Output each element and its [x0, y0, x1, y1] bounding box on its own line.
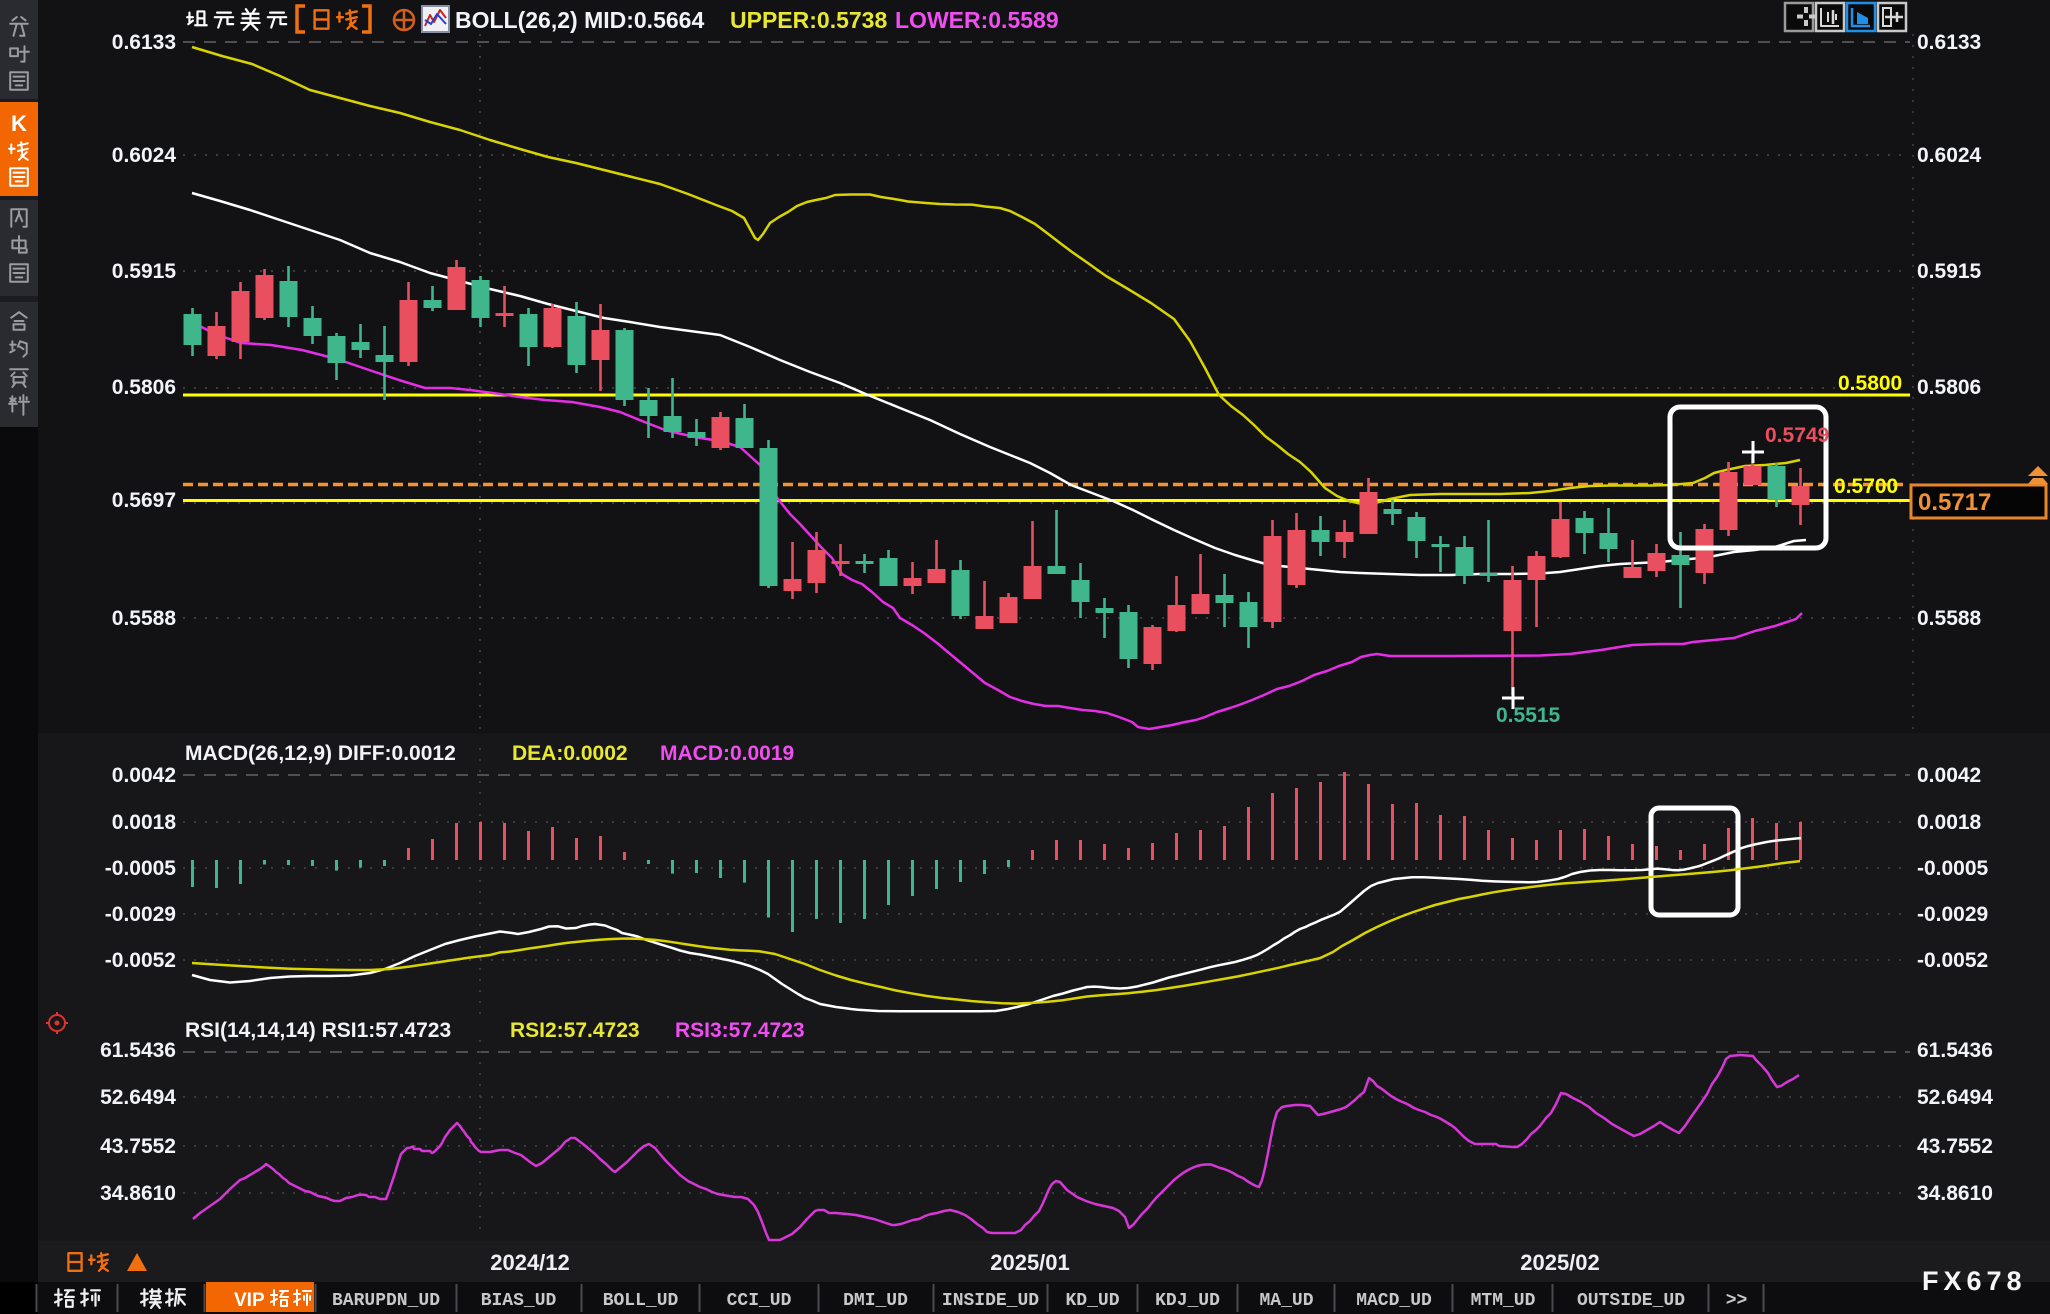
- svg-text:0.6133: 0.6133: [112, 31, 176, 54]
- svg-text:0.5806: 0.5806: [112, 376, 176, 399]
- svg-text:INSIDE_UD: INSIDE_UD: [942, 1291, 1039, 1311]
- svg-text:2025/01: 2025/01: [990, 1250, 1070, 1275]
- svg-text:0.5588: 0.5588: [112, 607, 177, 630]
- svg-text:RSI(14,14,14) RSI1:57.4723: RSI(14,14,14) RSI1:57.4723: [185, 1019, 451, 1042]
- svg-text:KD_UD: KD_UD: [1065, 1291, 1119, 1311]
- svg-text:-0.0052: -0.0052: [105, 949, 176, 972]
- svg-text:MTM_UD: MTM_UD: [1471, 1291, 1536, 1311]
- svg-text:0.5717: 0.5717: [1918, 489, 1991, 516]
- svg-text:BARUPDN_UD: BARUPDN_UD: [332, 1291, 440, 1311]
- svg-text:VIP: VIP: [234, 1290, 265, 1311]
- svg-text:KDJ_UD: KDJ_UD: [1155, 1291, 1220, 1311]
- svg-text:0.5697: 0.5697: [112, 489, 176, 512]
- svg-text:0.5800: 0.5800: [1838, 372, 1902, 395]
- svg-text:RSI3:57.4723: RSI3:57.4723: [675, 1019, 805, 1042]
- svg-text:0.5700: 0.5700: [1834, 475, 1898, 498]
- svg-text:DMI_UD: DMI_UD: [843, 1291, 908, 1311]
- svg-text:52.6494: 52.6494: [100, 1086, 176, 1109]
- svg-text:LOWER:0.5589: LOWER:0.5589: [895, 7, 1059, 33]
- svg-text:-0.0005: -0.0005: [1917, 857, 1989, 880]
- svg-text:UPPER:0.5738: UPPER:0.5738: [730, 7, 887, 33]
- svg-text:-0.0052: -0.0052: [1917, 949, 1988, 972]
- svg-text:0.5915: 0.5915: [112, 260, 177, 283]
- svg-text:-0.0029: -0.0029: [1917, 903, 1988, 926]
- svg-text:43.7552: 43.7552: [1917, 1135, 1993, 1158]
- svg-text:MACD_UD: MACD_UD: [1356, 1291, 1432, 1311]
- svg-text:0.0018: 0.0018: [1917, 811, 1982, 834]
- svg-text:MA_UD: MA_UD: [1259, 1291, 1313, 1311]
- svg-text:FX678: FX678: [1922, 1266, 2027, 1296]
- svg-text:>>: >>: [1726, 1291, 1748, 1311]
- svg-text:CCI_UD: CCI_UD: [727, 1291, 792, 1311]
- svg-text:0.6024: 0.6024: [1917, 144, 1982, 167]
- svg-text:2025/02: 2025/02: [1520, 1250, 1600, 1275]
- svg-text:MACD(26,12,9) DIFF:0.0012: MACD(26,12,9) DIFF:0.0012: [185, 742, 456, 765]
- svg-text:61.5436: 61.5436: [100, 1039, 176, 1062]
- svg-text:DEA:0.0002: DEA:0.0002: [512, 742, 628, 765]
- svg-text:34.8610: 34.8610: [1917, 1182, 1993, 1205]
- svg-text:61.5436: 61.5436: [1917, 1039, 1993, 1062]
- svg-text:OUTSIDE_UD: OUTSIDE_UD: [1577, 1291, 1685, 1311]
- svg-text:52.6494: 52.6494: [1917, 1086, 1993, 1109]
- svg-text:0.0042: 0.0042: [1917, 764, 1981, 787]
- svg-text:BIAS_UD: BIAS_UD: [481, 1291, 557, 1311]
- svg-text:0.5749: 0.5749: [1765, 424, 1829, 447]
- svg-text:-0.0029: -0.0029: [105, 903, 176, 926]
- svg-text:34.8610: 34.8610: [100, 1182, 176, 1205]
- svg-text:0.6024: 0.6024: [112, 144, 177, 167]
- svg-text:-0.0005: -0.0005: [105, 857, 177, 880]
- svg-text:2024/12: 2024/12: [490, 1250, 570, 1275]
- svg-text:0.0042: 0.0042: [112, 764, 176, 787]
- svg-text:RSI2:57.4723: RSI2:57.4723: [510, 1019, 640, 1042]
- svg-text:43.7552: 43.7552: [100, 1135, 176, 1158]
- svg-text:MACD:0.0019: MACD:0.0019: [660, 742, 794, 765]
- svg-text:0.5806: 0.5806: [1917, 376, 1981, 399]
- svg-text:BOLL(26,2) MID:0.5664: BOLL(26,2) MID:0.5664: [455, 7, 704, 33]
- svg-text:K: K: [11, 111, 27, 136]
- svg-text:0.6133: 0.6133: [1917, 31, 1981, 54]
- svg-text:0.5515: 0.5515: [1496, 704, 1561, 727]
- svg-text:0.5588: 0.5588: [1917, 607, 1982, 630]
- svg-text:0.0018: 0.0018: [112, 811, 177, 834]
- svg-text:0.5915: 0.5915: [1917, 260, 1982, 283]
- svg-text:BOLL_UD: BOLL_UD: [603, 1291, 679, 1311]
